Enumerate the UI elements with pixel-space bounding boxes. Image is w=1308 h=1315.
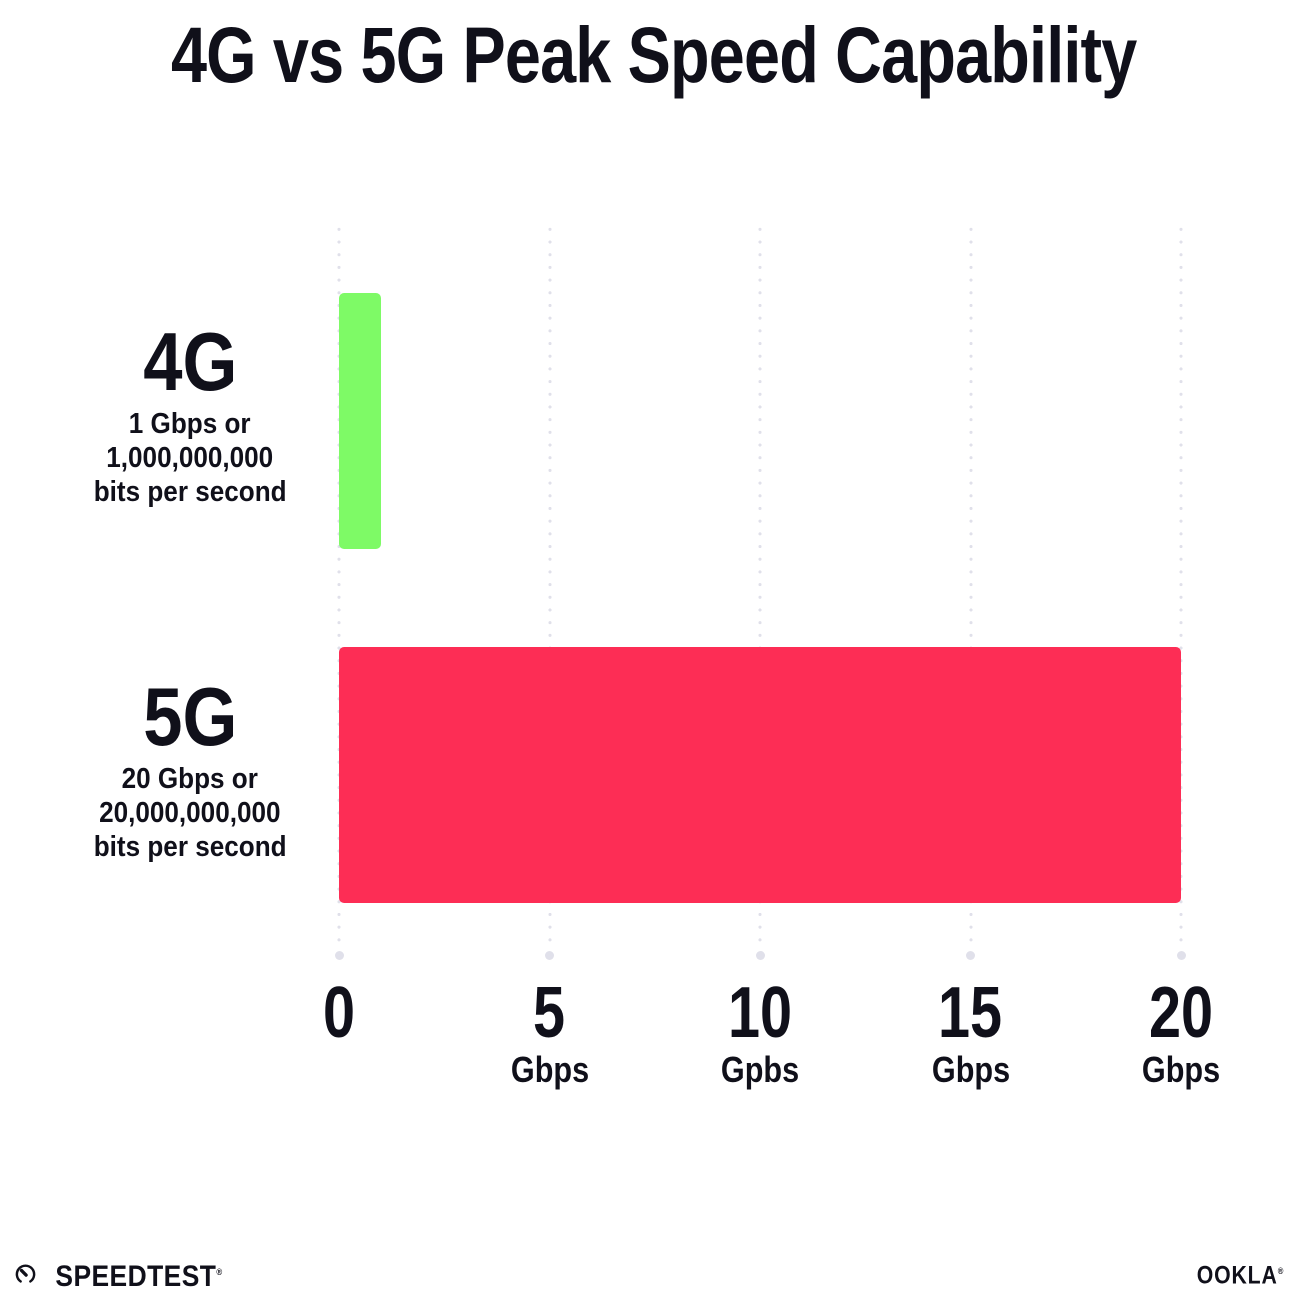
row-label-5g-sub-line: 20 Gbps or — [121, 763, 259, 795]
x-tick-5-value: 5 — [533, 973, 566, 1053]
x-tick-5: 5 Gbps — [503, 977, 595, 1091]
x-tick-5-unit: Gbps — [510, 1049, 589, 1090]
gridline-15 — [966, 223, 975, 960]
x-axis: 0 5 Gbps 10 Gpbs 15 Gbps 20 Gbps — [323, 977, 1220, 1097]
ookla-wordmark: OOKLA — [1196, 1261, 1278, 1290]
x-tick-10: 10 Gpbs — [714, 977, 806, 1091]
x-tick-20-unit: Gbps — [1141, 1049, 1221, 1090]
ookla-trademark: ® — [1277, 1266, 1285, 1276]
gridline-10 — [755, 223, 765, 960]
ookla-logo: OOKLA® — [1189, 1258, 1292, 1289]
x-tick-0: 0 — [319, 977, 359, 1049]
speedtest-logo: SPEEDTEST® — [14, 1256, 234, 1293]
row-label-5g-description: 20 Gbps or 20,000,000,000 bits per secon… — [40, 762, 340, 864]
row-label-5g-sub-line: 20,000,000,000 — [99, 797, 281, 829]
x-tick-20-value: 20 — [1148, 973, 1214, 1053]
row-label-4g-name: 4G — [142, 315, 238, 408]
bar-4g — [339, 293, 382, 549]
row-label-5g-name: 5G — [142, 670, 238, 763]
speedtest-wordmark: SPEEDTEST® — [55, 1260, 223, 1293]
bar-5g — [339, 647, 1181, 903]
row-label-4g-sub-line: 1,000,000,000 — [106, 442, 274, 474]
x-tick-15-unit: Gbps — [931, 1049, 1010, 1090]
x-tick-0-value: 0 — [322, 973, 356, 1053]
x-tick-20: 20 Gbps — [1135, 977, 1227, 1091]
speedtest-trademark: ® — [216, 1267, 223, 1277]
x-tick-10-value: 10 — [727, 973, 793, 1053]
chart-title: 4G vs 5G Peak Speed Capability — [171, 10, 1137, 99]
x-tick-10-unit: Gpbs — [720, 1049, 800, 1090]
gridline-20 — [1176, 223, 1186, 960]
plot-area — [334, 223, 1186, 960]
row-label-5g: 5G 20 Gbps or 20,000,000,000 bits per se… — [40, 675, 340, 864]
gridline-5 — [545, 223, 554, 960]
speedtest-gauge-icon — [14, 1263, 37, 1286]
row-label-4g: 4G 1 Gbps or 1,000,000,000 bits per seco… — [40, 320, 340, 509]
x-tick-15-value: 15 — [938, 973, 1003, 1053]
row-label-5g-sub-line: bits per second — [93, 831, 287, 863]
row-label-4g-sub-line: 1 Gbps or — [129, 408, 251, 440]
row-label-4g-description: 1 Gbps or 1,000,000,000 bits per second — [40, 407, 340, 509]
x-tick-15: 15 Gbps — [924, 977, 1016, 1091]
row-label-4g-sub-line: bits per second — [93, 476, 287, 508]
gridline-0 — [334, 223, 344, 960]
